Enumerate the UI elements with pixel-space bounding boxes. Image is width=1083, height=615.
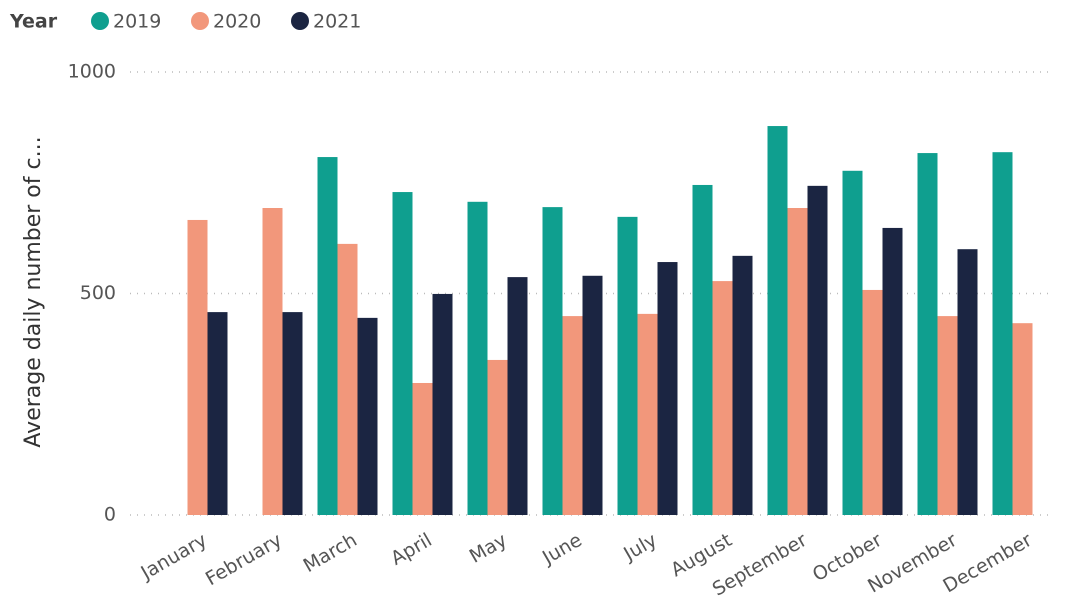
y-tick-label: 500: [80, 282, 116, 304]
bar: [412, 382, 433, 515]
bar: [807, 185, 828, 515]
legend-marker: [91, 12, 109, 30]
y-tick-label: 1000: [68, 61, 116, 83]
bar: [787, 208, 808, 515]
x-tick-label: June: [538, 529, 586, 569]
bar: [957, 249, 978, 515]
bar: [507, 277, 528, 515]
legend-label: 2020: [213, 11, 261, 33]
bar: [207, 312, 228, 515]
legend-label: 2019: [113, 11, 161, 33]
bar: [562, 316, 583, 515]
legend-title: Year: [9, 11, 58, 33]
bar: [882, 227, 903, 515]
x-tick-label: February: [202, 529, 286, 590]
bar: [862, 289, 883, 515]
bar: [767, 126, 788, 516]
x-tick-label: July: [619, 529, 660, 566]
bar: [187, 219, 208, 515]
bar: [992, 152, 1013, 516]
bar: [712, 281, 733, 515]
bar: [467, 201, 488, 515]
bar: [357, 317, 378, 515]
legend-marker: [291, 12, 309, 30]
bar: [617, 216, 638, 515]
bar: [637, 313, 658, 515]
bar: [657, 262, 678, 515]
y-axis-label: Average daily number of c...: [21, 136, 46, 447]
y-tick-label: 0: [104, 504, 116, 526]
bar: [1012, 323, 1033, 515]
bar: [282, 312, 303, 515]
bar: [582, 275, 603, 515]
bar: [432, 293, 453, 515]
bar: [262, 208, 283, 515]
bar: [542, 207, 563, 516]
bar: [937, 316, 958, 515]
bar: [337, 243, 358, 515]
bar: [487, 359, 508, 515]
bar: [317, 157, 338, 515]
bar: [692, 184, 713, 515]
bar: [732, 255, 753, 515]
x-tick-label: March: [300, 529, 361, 577]
bar: [842, 170, 863, 515]
bar: [917, 153, 938, 515]
bar: [392, 192, 413, 516]
legend-marker: [191, 12, 209, 30]
legend-label: 2021: [313, 11, 361, 33]
x-tick-label: January: [137, 529, 211, 585]
x-tick-label: April: [387, 529, 436, 570]
x-tick-label: May: [466, 529, 511, 568]
